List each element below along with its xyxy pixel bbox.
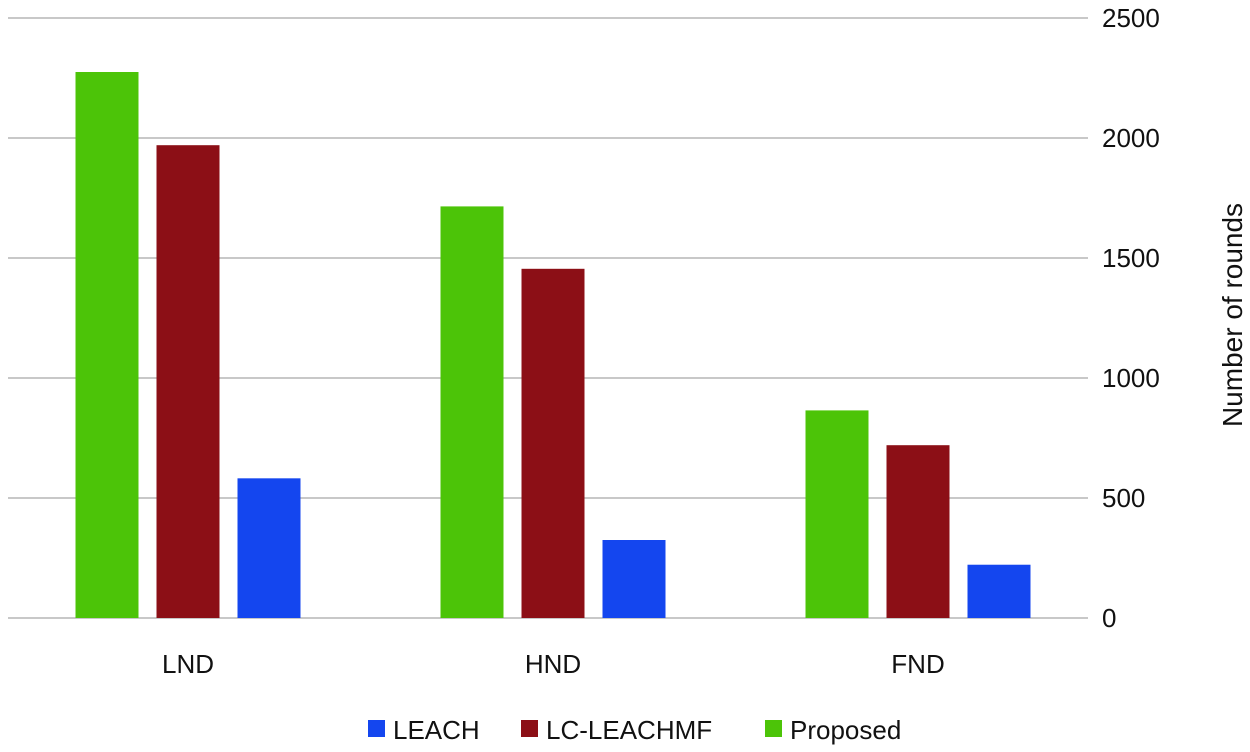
y-tick-label: 2500 (1102, 3, 1160, 33)
x-category-label: HND (525, 649, 581, 679)
bar-leach-lnd (237, 478, 301, 618)
legend-swatch-lc-leachmf (521, 720, 538, 737)
y-tick-label: 1000 (1102, 363, 1160, 393)
bar-leach-hnd (602, 540, 666, 618)
legend-swatch-leach (368, 720, 385, 737)
x-axis-categories: LND HND FND (162, 649, 945, 679)
y-tick-label: 500 (1102, 483, 1145, 513)
legend: LEACH LC-LEACHMF Proposed (368, 715, 901, 745)
legend-swatch-proposed (765, 720, 782, 737)
y-axis-title: Number of rounds (1217, 203, 1248, 427)
y-tick-label: 2000 (1102, 123, 1160, 153)
bar-lc-leachmf-lnd (156, 145, 220, 618)
x-category-label: LND (162, 649, 214, 679)
bar-leach-fnd (967, 564, 1031, 618)
bar-proposed-fnd (805, 410, 869, 618)
bars (75, 72, 1031, 618)
legend-label-leach: LEACH (393, 715, 480, 745)
bar-lc-leachmf-hnd (521, 268, 585, 618)
legend-label-proposed: Proposed (790, 715, 901, 745)
bar-proposed-lnd (75, 72, 139, 618)
y-tick-label: 1500 (1102, 243, 1160, 273)
bar-lc-leachmf-fnd (886, 445, 950, 618)
legend-label-lc-leachmf: LC-LEACHMF (546, 715, 712, 745)
y-axis-ticks: 0 500 1000 1500 2000 2500 (1102, 3, 1160, 633)
y-tick-label: 0 (1102, 603, 1116, 633)
bar-proposed-hnd (440, 206, 504, 618)
x-category-label: FND (891, 649, 944, 679)
